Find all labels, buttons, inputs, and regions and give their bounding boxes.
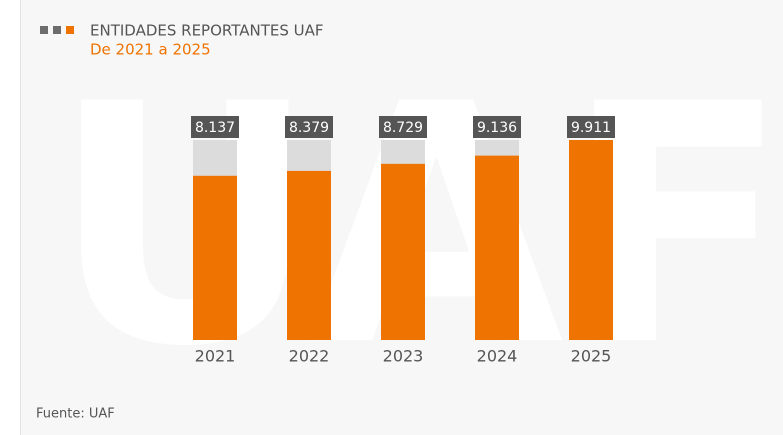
value-label-box — [379, 116, 427, 138]
value-label: 8.137 — [195, 120, 235, 136]
chart-subtitle: De 2021 a 2025 — [90, 41, 211, 59]
bar — [287, 170, 331, 340]
bar — [381, 163, 425, 340]
legend-square — [40, 26, 48, 34]
source: Fuente: UAF — [36, 407, 115, 422]
value-label-box — [191, 116, 239, 138]
value-label: 8.379 — [289, 120, 329, 136]
value-label-box — [567, 116, 615, 138]
legend-square — [66, 26, 74, 34]
chart-title: ENTIDADES REPORTANTES UAF — [90, 22, 324, 40]
card-border — [20, 0, 21, 435]
x-tick-label: 2025 — [571, 347, 612, 366]
value-label-box — [285, 116, 333, 138]
value-label: 9.136 — [477, 120, 517, 136]
bar — [569, 140, 613, 340]
bar — [475, 155, 519, 340]
x-tick-label: 2023 — [383, 347, 424, 366]
legend-square — [53, 26, 61, 34]
value-label: 9.911 — [571, 120, 611, 136]
bar — [193, 175, 237, 340]
value-label-box — [473, 116, 521, 138]
x-tick-label: 2022 — [289, 347, 330, 366]
x-tick-label: 2024 — [477, 347, 518, 366]
value-label: 8.729 — [383, 120, 423, 136]
x-tick-label: 2021 — [195, 347, 236, 366]
